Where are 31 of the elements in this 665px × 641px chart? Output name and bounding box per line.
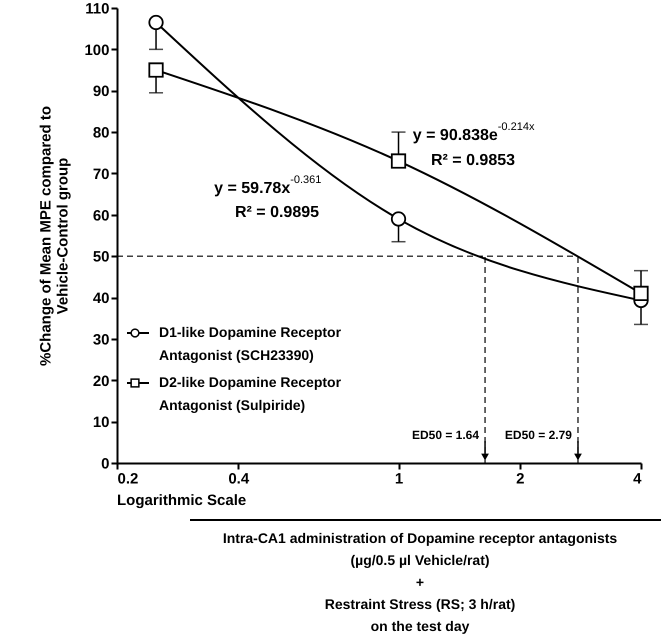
y-tick-label: 10: [92, 414, 110, 432]
y-tick-label: 70: [92, 166, 110, 183]
y-tick-label: 60: [92, 207, 110, 224]
annotation: R² = 0.9853: [430, 152, 516, 169]
y-tick-label: 100: [84, 42, 110, 59]
ref-line-label: ED50 = 2.79: [504, 428, 572, 442]
point: [148, 14, 164, 30]
x-axis-title: Intra-CA1 administration of Dopamine receptor antagonists (µg/0.5 µl Vehicle/rat) + Restraint Stress (RS; 3 h/rat) on the test day: [222, 530, 618, 634]
y-tick-label: 90: [92, 83, 110, 100]
y-tick-label: 0: [101, 456, 110, 472]
x-tick-label: 2: [516, 470, 524, 488]
y-tick-label: 50: [92, 248, 110, 266]
legend-label: D1-like Dopamine Receptor Antagonist (SCH23390): [159, 324, 342, 363]
y-tick-label: 110: [85, 0, 110, 18]
x-tick-label: 4: [633, 470, 642, 488]
point: [148, 62, 164, 78]
x-tick-label: 0.4: [228, 470, 250, 488]
x-tick-label: 0.2: [118, 470, 138, 488]
annotation: R² = 0.9895: [234, 204, 320, 221]
text: Logarithmic Scale: [117, 492, 246, 509]
y-tick-label: 40: [92, 290, 110, 308]
x-tick-label: 1: [394, 470, 404, 488]
y-tick-label: 20: [92, 372, 110, 390]
legend-label: D2-like Dopamine Receptor Antagonist (Sulpiride): [159, 374, 342, 413]
y-tick-label: 80: [92, 124, 110, 142]
point: [390, 211, 406, 227]
y-axis-title: %Change of Mean MPE compared to Vehicle-Control group: [37, 106, 72, 366]
y-tick-label: 30: [92, 331, 110, 348]
point: [633, 286, 649, 302]
ref-line-label: ED50 = 1.64: [412, 428, 480, 442]
point: [390, 153, 406, 169]
